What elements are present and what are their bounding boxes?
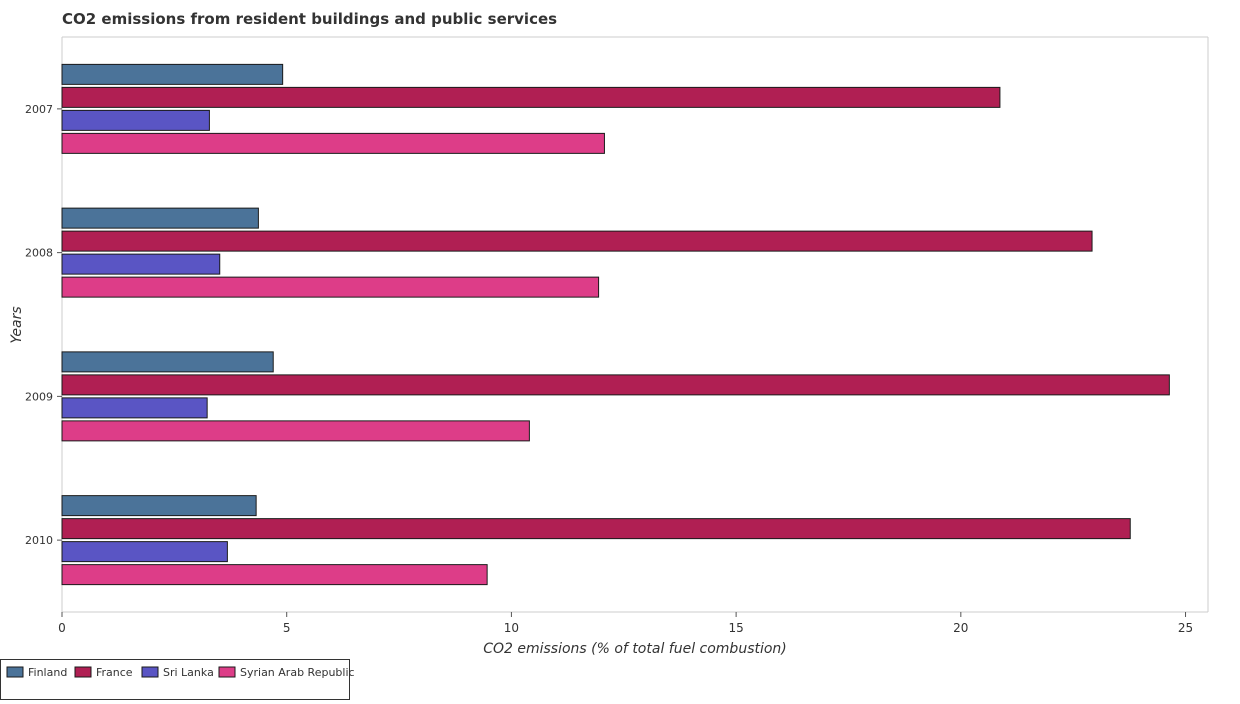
- bar-sri-lanka-2008: [61, 253, 221, 275]
- x-tick-labels: 0 5 10 15 20 25: [58, 612, 1193, 635]
- x-tick-label: 20: [953, 621, 968, 635]
- legend-swatch-finland: [6, 666, 24, 678]
- y-tick-label: 2007: [25, 103, 53, 116]
- legend-swatch-sri-lanka: [141, 666, 159, 678]
- y-tick-label: 2009: [25, 390, 53, 403]
- x-tick-label: 5: [283, 621, 291, 635]
- legend-label: Syrian Arab Republic: [240, 666, 355, 679]
- x-tick-label: 15: [728, 621, 743, 635]
- x-tick-label: 25: [1178, 621, 1193, 635]
- bar-france-2007: [61, 86, 1001, 108]
- legend-label: Sri Lanka: [163, 666, 214, 679]
- chart-title: CO2 emissions from resident buildings an…: [62, 10, 557, 28]
- bar-finland-2009: [61, 351, 274, 373]
- bar-finland-2007: [61, 63, 284, 85]
- legend: Finland France Sri Lanka Syrian Arab Republ…: [0, 659, 355, 700]
- y-tick-label: 2008: [25, 247, 53, 260]
- bar-syrian-arab-republic-2007: [61, 132, 605, 154]
- bar-france-2008: [61, 230, 1093, 252]
- bar-sri-lanka-2007: [61, 109, 210, 131]
- x-tick-label: 0: [58, 621, 66, 635]
- x-axis-label: CO2 emissions (% of total fuel combustio…: [483, 641, 787, 657]
- y-axis-label: Years: [9, 306, 25, 343]
- bar-sri-lanka-2009: [61, 397, 208, 419]
- legend-swatch-syrian-arab-republic: [218, 666, 236, 678]
- bar-france-2010: [61, 518, 1131, 540]
- y-tick-label: 2010: [25, 534, 53, 547]
- legend-swatch-france: [74, 666, 92, 678]
- bar-syrian-arab-republic-2010: [61, 564, 488, 586]
- legend-label: France: [96, 666, 133, 679]
- bar-sri-lanka-2010: [61, 541, 228, 563]
- x-tick-label: 10: [504, 621, 519, 635]
- plot-area: [61, 36, 1209, 613]
- legend-label: Finland: [28, 666, 67, 679]
- bars-group: [61, 63, 1170, 586]
- bar-syrian-arab-republic-2009: [61, 420, 530, 442]
- bar-france-2009: [61, 374, 1170, 396]
- bar-syrian-arab-republic-2008: [61, 276, 600, 298]
- legend-box: [0, 659, 350, 700]
- bar-finland-2010: [61, 495, 257, 517]
- bar-finland-2008: [61, 207, 259, 229]
- y-tick-labels: 2007 2008 2009 2010: [25, 103, 62, 547]
